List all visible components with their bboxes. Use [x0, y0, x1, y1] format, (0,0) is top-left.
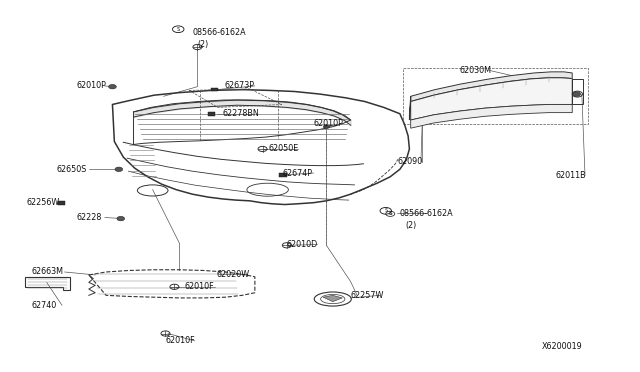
Text: 62010P: 62010P — [314, 119, 344, 128]
Text: 62650S: 62650S — [57, 165, 87, 174]
Text: S: S — [177, 27, 180, 32]
FancyBboxPatch shape — [279, 173, 287, 177]
Polygon shape — [323, 295, 342, 302]
Circle shape — [117, 217, 125, 221]
Text: 62663M: 62663M — [31, 267, 63, 276]
Text: 62050E: 62050E — [269, 144, 299, 153]
Text: S: S — [388, 211, 392, 216]
Circle shape — [573, 92, 580, 96]
Text: 62740: 62740 — [31, 301, 56, 310]
Text: 62228: 62228 — [76, 213, 101, 222]
Polygon shape — [410, 96, 411, 120]
Text: 62674P: 62674P — [283, 169, 313, 177]
FancyBboxPatch shape — [207, 112, 215, 116]
Text: X6200019: X6200019 — [542, 341, 583, 350]
Text: 62010F: 62010F — [166, 336, 195, 346]
Text: 62011B: 62011B — [555, 171, 586, 180]
Text: 62673P: 62673P — [224, 81, 254, 90]
FancyBboxPatch shape — [58, 201, 65, 205]
Text: S: S — [384, 208, 387, 213]
Polygon shape — [411, 72, 572, 102]
Text: 62090: 62090 — [398, 157, 423, 166]
Text: 08566-6162A: 08566-6162A — [400, 209, 454, 218]
Text: 62010D: 62010D — [287, 240, 318, 249]
Text: 62257W: 62257W — [351, 291, 384, 300]
Text: 62020W: 62020W — [216, 270, 250, 279]
Polygon shape — [411, 78, 572, 120]
Text: 62030M: 62030M — [460, 66, 492, 75]
Polygon shape — [411, 105, 572, 128]
Circle shape — [109, 84, 116, 89]
Text: 62278BN: 62278BN — [223, 109, 260, 118]
Text: 62010F: 62010F — [184, 282, 214, 291]
Circle shape — [323, 125, 330, 129]
Text: 62256W: 62256W — [26, 198, 60, 207]
Text: 08566-6162A: 08566-6162A — [192, 28, 246, 37]
Text: 62010P: 62010P — [76, 81, 106, 90]
Circle shape — [386, 211, 395, 217]
Circle shape — [115, 167, 123, 171]
Text: (2): (2) — [405, 221, 416, 230]
FancyBboxPatch shape — [211, 88, 218, 92]
Text: (2): (2) — [197, 39, 209, 49]
